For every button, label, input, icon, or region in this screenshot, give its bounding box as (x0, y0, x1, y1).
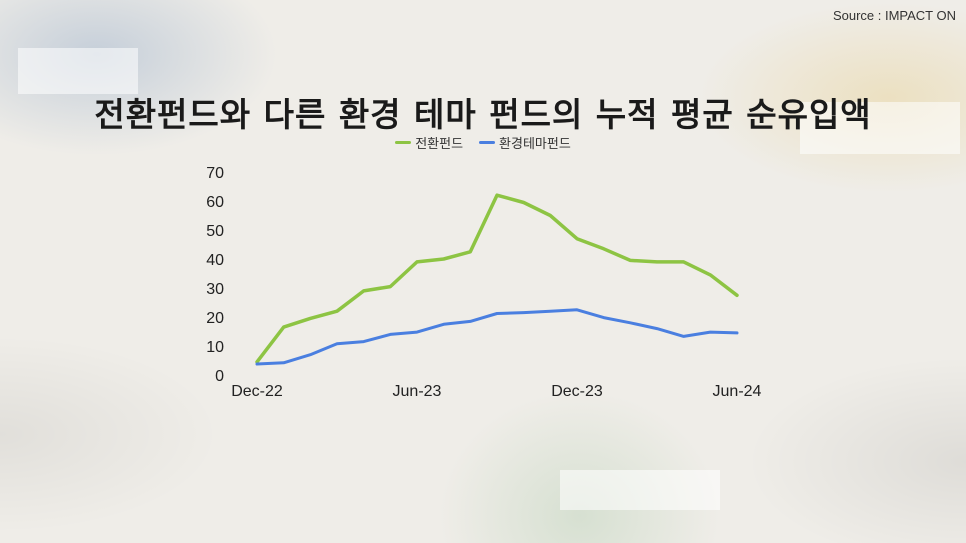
series-line-environment (255, 308, 739, 366)
y-tick-label: 60 (206, 194, 224, 211)
legend-swatch-environment (479, 141, 496, 144)
decorative-shape (800, 102, 960, 154)
chart-title: 전환펀드와 다른 환경 테마 펀드의 누적 평균 순유입액 (94, 95, 872, 134)
x-tick-label: Dec-22 (231, 383, 283, 400)
y-tick-label: 70 (206, 165, 224, 182)
decorative-shape (560, 470, 720, 510)
x-tick-label: Jun-23 (393, 383, 442, 400)
y-axis-ticks: 0 10 20 30 40 50 60 70 (206, 165, 224, 385)
legend: 전환펀드 환경테마펀드 (0, 133, 966, 152)
y-tick-label: 30 (206, 281, 224, 298)
legend-label-transition: 전환펀드 (415, 137, 464, 152)
x-tick-label: Dec-23 (551, 383, 603, 400)
y-tick-label: 20 (206, 310, 224, 327)
legend-item-transition: 전환펀드 (395, 133, 463, 152)
y-tick-label: 0 (215, 368, 224, 385)
series-line-transition (255, 193, 739, 364)
y-tick-label: 10 (206, 339, 224, 356)
y-tick-label: 50 (206, 223, 224, 240)
legend-swatch-transition (395, 141, 412, 144)
decorative-shape (18, 48, 138, 94)
legend-label-environment: 환경테마펀드 (499, 137, 571, 152)
y-tick-label: 40 (206, 252, 224, 269)
x-axis-ticks: Dec-22 Jun-23 Dec-23 Jun-24 (231, 383, 761, 400)
legend-item-environment: 환경테마펀드 (479, 133, 571, 152)
source-label: Source : IMPACT ON (832, 8, 956, 23)
series-lines (255, 193, 739, 366)
x-tick-label: Jun-24 (713, 383, 762, 400)
